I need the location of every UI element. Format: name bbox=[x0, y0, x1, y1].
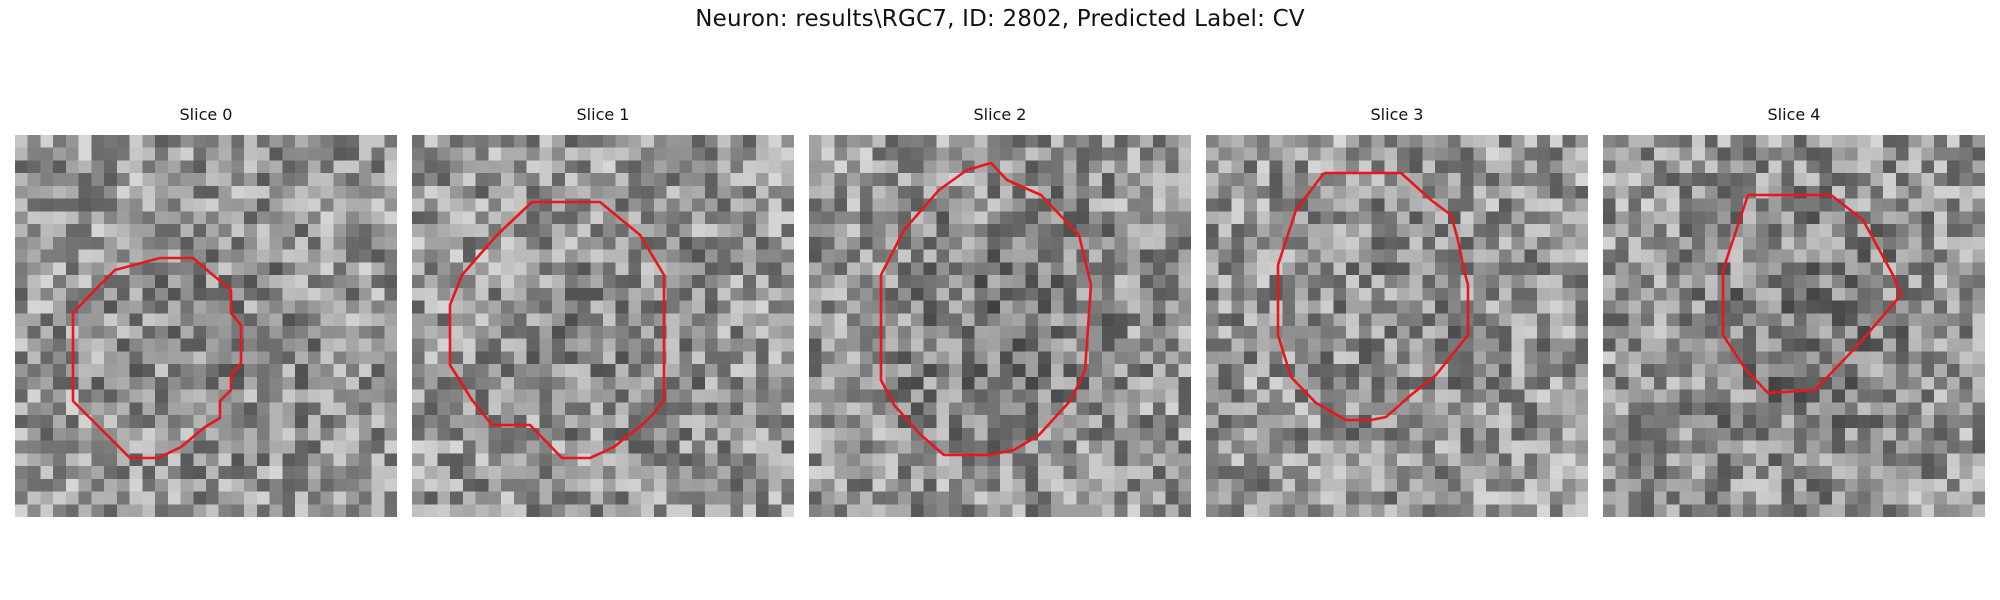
slice-panel-4: Slice 4 bbox=[1603, 105, 1985, 517]
roi-contour bbox=[1276, 171, 1470, 422]
slice-panel-0: Slice 0 bbox=[15, 105, 397, 517]
slice-panel-3: Slice 3 bbox=[1206, 105, 1588, 517]
slice-image bbox=[412, 135, 794, 517]
roi-contour bbox=[1721, 193, 1903, 395]
slice-panel-2: Slice 2 bbox=[809, 105, 1191, 517]
roi-contour bbox=[879, 161, 1093, 457]
slice-title: Slice 4 bbox=[1767, 105, 1821, 124]
slice-image bbox=[809, 135, 1191, 517]
noise-image bbox=[1206, 135, 1588, 517]
slice-image bbox=[1603, 135, 1985, 517]
slice-panel-1: Slice 1 bbox=[412, 105, 794, 517]
roi-contour bbox=[71, 256, 243, 460]
noise-image bbox=[1603, 135, 1985, 517]
slice-title: Slice 3 bbox=[1370, 105, 1424, 124]
roi-contour bbox=[448, 200, 666, 460]
figure-title: Neuron: results\RGC7, ID: 2802, Predicte… bbox=[695, 6, 1305, 32]
slice-title: Slice 2 bbox=[973, 105, 1027, 124]
slice-title: Slice 1 bbox=[576, 105, 630, 124]
noise-image bbox=[15, 135, 397, 517]
slice-image bbox=[1206, 135, 1588, 517]
slice-title: Slice 0 bbox=[179, 105, 233, 124]
slice-image bbox=[15, 135, 397, 517]
